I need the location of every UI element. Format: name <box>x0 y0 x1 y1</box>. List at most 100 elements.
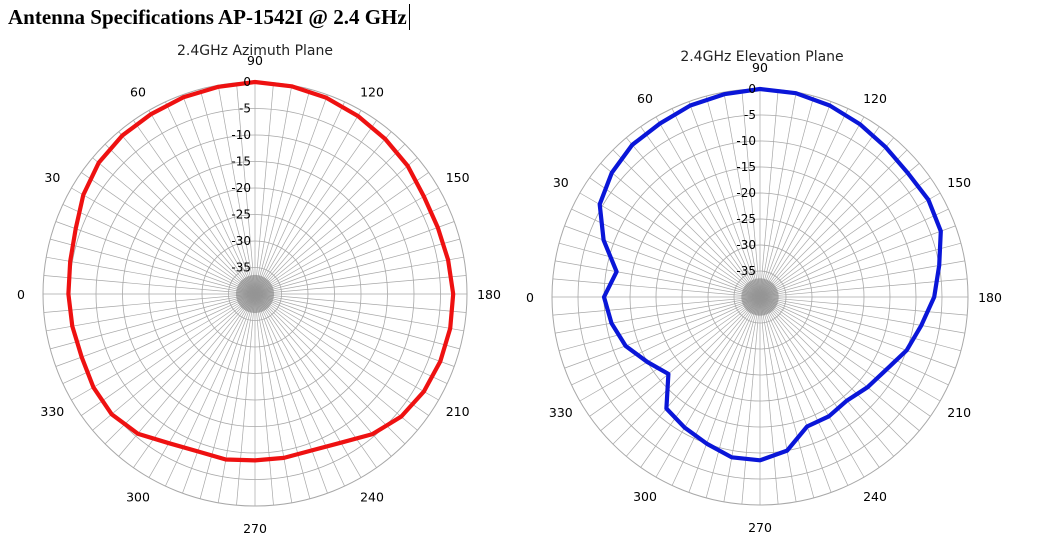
grid-spoke <box>589 177 761 298</box>
grid-spoke <box>759 163 920 298</box>
radial-tick-label: -30 <box>231 234 251 248</box>
grid-spoke <box>254 293 362 478</box>
grid-spoke <box>55 293 256 367</box>
grid-spoke <box>254 143 406 295</box>
grid-spoke <box>759 296 815 499</box>
grid-spoke <box>759 116 865 298</box>
grid-spoke <box>555 260 761 298</box>
grid-spoke <box>600 296 761 431</box>
grid-spoke <box>104 143 256 295</box>
grid-spoke <box>148 293 256 478</box>
elevation-polar-chart: 0 30 60 90 120 150 180 210 240 270 300 330 0 -5 -10 -15… <box>526 49 1002 535</box>
grid-spoke <box>118 131 256 295</box>
grid-spoke <box>43 293 256 313</box>
grid-spoke <box>759 296 880 468</box>
grid-spoke <box>579 192 761 298</box>
grid-spoke <box>254 157 418 295</box>
grid-spoke <box>50 293 256 350</box>
grid-spoke <box>640 126 761 298</box>
grid-spoke <box>133 120 256 295</box>
grid-spoke <box>759 296 908 445</box>
grid-spoke <box>741 89 761 298</box>
grid-spoke <box>626 137 761 298</box>
radial-tick-label: -20 <box>231 181 251 195</box>
grid-spoke <box>723 296 761 502</box>
grid-spoke <box>199 89 256 295</box>
grid-spoke <box>254 120 377 295</box>
grid-spoke <box>688 101 761 298</box>
grid-spoke <box>71 187 256 295</box>
grid-spoke <box>254 101 345 295</box>
grid-center-hub <box>741 278 779 316</box>
grid-spoke <box>254 256 464 295</box>
grid-spoke <box>759 296 920 431</box>
grid-spoke <box>92 293 256 431</box>
page-title: Antenna Specifications AP-1542I @ 2.4 GH… <box>8 4 410 30</box>
grid-spoke <box>182 94 256 295</box>
grid-spoke <box>71 293 256 401</box>
grid-spoke <box>555 296 761 334</box>
grid <box>42 81 468 507</box>
chart-title: 2.4GHz Elevation Plane <box>680 49 843 65</box>
angle-tick-label: 30 <box>553 175 569 190</box>
grid-spoke <box>104 293 256 445</box>
series-line <box>597 86 943 463</box>
grid-spoke <box>43 275 256 295</box>
grid-spoke <box>723 92 761 298</box>
grid-spoke <box>759 192 941 298</box>
grid-spoke <box>759 137 894 298</box>
angle-tick-label: 210 <box>947 405 971 420</box>
grid-spoke <box>46 256 256 295</box>
angle-tick-label: 240 <box>360 490 384 505</box>
series <box>597 86 943 463</box>
grid-spoke <box>236 82 256 295</box>
angle-tick-label: 0 <box>526 290 534 305</box>
radial-tick-label: -25 <box>736 212 756 226</box>
grid-spoke <box>759 278 968 298</box>
grid-spoke <box>254 275 467 295</box>
grid-spoke <box>254 293 293 503</box>
grid-spoke <box>254 110 362 295</box>
grid-spoke <box>254 293 392 457</box>
grid-spoke <box>254 221 455 295</box>
grid-spoke <box>759 89 779 298</box>
angle-tick-label: 270 <box>243 521 267 536</box>
grid-spoke <box>600 163 761 298</box>
grid-spoke <box>55 221 256 295</box>
radial-tick-label: -25 <box>231 208 251 222</box>
grid-spoke <box>759 296 968 316</box>
grid-spoke <box>254 293 439 401</box>
radial-tick-label: -20 <box>736 186 756 200</box>
radial-tick-label: 0 <box>748 82 756 96</box>
angle-tick-label: 120 <box>863 91 887 106</box>
grid-spoke <box>759 95 815 298</box>
grid-spoke <box>759 242 962 298</box>
grid-spoke <box>62 293 256 384</box>
grid-spoke <box>688 296 761 493</box>
grid-spoke <box>217 293 256 503</box>
grid-spoke <box>671 296 761 486</box>
grid-spoke <box>46 293 256 332</box>
radial-tick-label: -15 <box>231 155 251 169</box>
grid-spoke <box>81 172 256 295</box>
grid-spoke <box>254 293 467 313</box>
grid-spoke <box>759 149 908 298</box>
grid-spoke <box>118 293 256 457</box>
grid-spoke <box>254 94 328 295</box>
grid-spoke <box>564 225 761 298</box>
grid-spoke <box>254 85 293 295</box>
radial-tick-label: -5 <box>744 108 756 122</box>
grid-spoke <box>655 116 761 298</box>
grid-spoke <box>759 108 849 298</box>
radial-tick-label: 0 <box>243 75 251 89</box>
grid-spoke <box>759 296 931 417</box>
grid-spoke <box>81 293 256 416</box>
grid-spoke <box>759 296 962 352</box>
angle-tick-label: 150 <box>947 175 971 190</box>
angle-tick-label: 300 <box>633 489 657 504</box>
grid-spoke <box>254 204 448 295</box>
grid-spoke <box>671 108 761 298</box>
grid-spoke <box>558 242 761 298</box>
series <box>66 79 456 463</box>
grid-spoke <box>254 293 429 416</box>
